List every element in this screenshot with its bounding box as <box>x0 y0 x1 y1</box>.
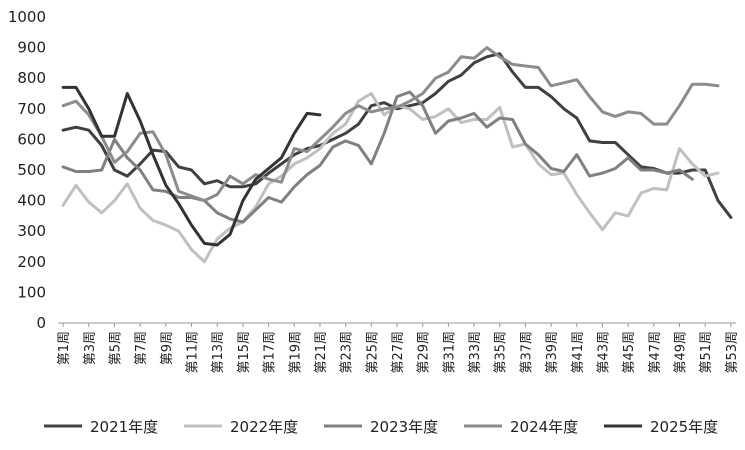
x-tick-label: 第35周 <box>494 331 509 374</box>
y-tick-label: 200 <box>17 253 46 271</box>
x-tick-label: 第33周 <box>468 331 483 374</box>
y-tick-label: 900 <box>17 39 46 57</box>
x-tick-label: 第39周 <box>545 331 560 374</box>
series-line-2024年度 <box>61 46 720 203</box>
x-tick-label: 第49周 <box>674 331 689 374</box>
series-line-2025年度 <box>61 85 322 247</box>
x-tick-label: 第29周 <box>417 331 432 374</box>
x-tick-label: 第3周 <box>83 331 98 365</box>
y-tick-label: 400 <box>17 192 46 210</box>
x-tick-label: 第15周 <box>237 331 252 374</box>
y-tick-label: 0 <box>36 314 46 332</box>
x-tick-label: 第43周 <box>596 331 611 374</box>
y-tick-label: 300 <box>17 222 46 240</box>
series-line-2023年度 <box>61 90 694 224</box>
legend-item: 2021年度 <box>44 418 158 436</box>
x-tick-label: 第41周 <box>571 331 586 374</box>
legend-item: 2023年度 <box>324 418 438 436</box>
y-tick-label: 800 <box>17 69 46 87</box>
x-tick-label: 第25周 <box>365 331 380 374</box>
series-line-2022年度 <box>61 92 720 264</box>
x-tick-label: 第9周 <box>160 331 175 365</box>
y-tick-label: 600 <box>17 130 46 148</box>
legend-label: 2021年度 <box>90 418 158 436</box>
x-tick-label: 第37周 <box>519 331 534 374</box>
x-tick-label: 第11周 <box>186 331 201 374</box>
y-tick-label: 100 <box>17 283 46 301</box>
series-lines <box>61 46 733 264</box>
x-tick-label: 第53周 <box>725 331 740 374</box>
y-tick-label: 500 <box>17 161 46 179</box>
x-tick-label: 第27周 <box>391 331 406 374</box>
x-tick-label: 第5周 <box>109 331 124 365</box>
y-tick-label: 1000 <box>8 8 46 26</box>
legend-item: 2024年度 <box>464 418 578 436</box>
x-tick-label: 第31周 <box>442 331 457 374</box>
legend-label: 2024年度 <box>510 418 578 436</box>
legend-label: 2025年度 <box>650 418 718 436</box>
legend: 2021年度 2022年度 2023年度 2024年度 2025年度 <box>44 418 718 436</box>
x-tick-label: 第13周 <box>211 331 226 374</box>
x-tick-label: 第7周 <box>134 331 149 365</box>
x-tick-label: 第1周 <box>57 331 72 365</box>
x-tick-label: 第51周 <box>699 331 714 374</box>
x-tick-label: 第47周 <box>648 331 663 374</box>
legend-label: 2023年度 <box>370 418 438 436</box>
legend-label: 2022年度 <box>230 418 298 436</box>
legend-item: 2025年度 <box>604 418 718 436</box>
y-tick-label: 700 <box>17 100 46 118</box>
x-tick-label: 第21周 <box>314 331 329 374</box>
series-line-2021年度 <box>61 52 733 219</box>
legend-item: 2022年度 <box>184 418 298 436</box>
x-tick-label: 第23周 <box>340 331 355 374</box>
x-tick-label: 第45周 <box>622 331 637 374</box>
x-tick-label: 第17周 <box>263 331 278 374</box>
x-tick-label: 第19周 <box>288 331 303 374</box>
